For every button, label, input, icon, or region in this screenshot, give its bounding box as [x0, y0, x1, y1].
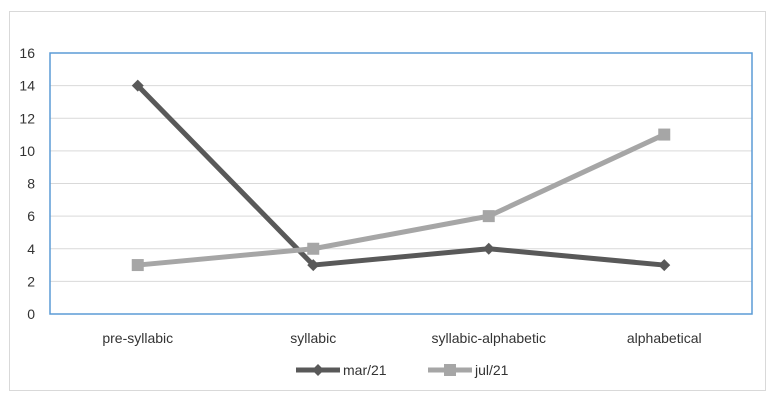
data-point: [307, 259, 320, 272]
x-category-label: pre-syllabic: [102, 330, 173, 346]
data-point: [658, 128, 671, 141]
data-point: [658, 259, 671, 272]
x-category-label: syllabic-alphabetic: [432, 330, 546, 346]
square-marker-icon: [444, 364, 456, 376]
y-axis-ticks: 0 2 4 6 8 10 12 14 16: [19, 45, 35, 322]
series-line: [135, 83, 665, 268]
series-jul-21: [131, 128, 671, 272]
x-category-label: alphabetical: [627, 330, 702, 346]
y-tick-label: 12: [19, 110, 35, 126]
data-point: [482, 210, 495, 223]
legend-label: jul/21: [474, 362, 509, 378]
y-tick-label: 14: [19, 78, 35, 94]
y-tick-label: 10: [19, 143, 35, 159]
series-layer: [131, 79, 671, 272]
legend-entry: jul/21: [428, 362, 509, 378]
legend-entry: mar/21: [296, 362, 387, 378]
y-tick-label: 2: [27, 273, 35, 289]
data-point: [131, 259, 144, 272]
y-tick-label: 16: [19, 45, 35, 61]
data-point: [307, 242, 320, 255]
gridlines: [50, 52, 752, 315]
plot-area-border: [49, 52, 753, 315]
y-tick-label: 0: [27, 306, 35, 322]
legend-label: mar/21: [343, 362, 387, 378]
legend: mar/21 jul/21: [296, 362, 509, 378]
data-point: [131, 79, 144, 92]
diamond-marker-icon: [312, 364, 324, 376]
series-line: [137, 132, 666, 268]
chart-frame: [9, 11, 766, 391]
x-axis-categories: pre-syllabic syllabic syllabic-alphabetic a…: [102, 330, 701, 346]
y-tick-label: 8: [27, 176, 35, 192]
y-tick-label: 4: [27, 241, 35, 257]
series-mar-21: [131, 79, 671, 272]
data-point: [482, 242, 495, 255]
x-category-label: syllabic: [290, 330, 336, 346]
y-tick-label: 6: [27, 208, 35, 224]
